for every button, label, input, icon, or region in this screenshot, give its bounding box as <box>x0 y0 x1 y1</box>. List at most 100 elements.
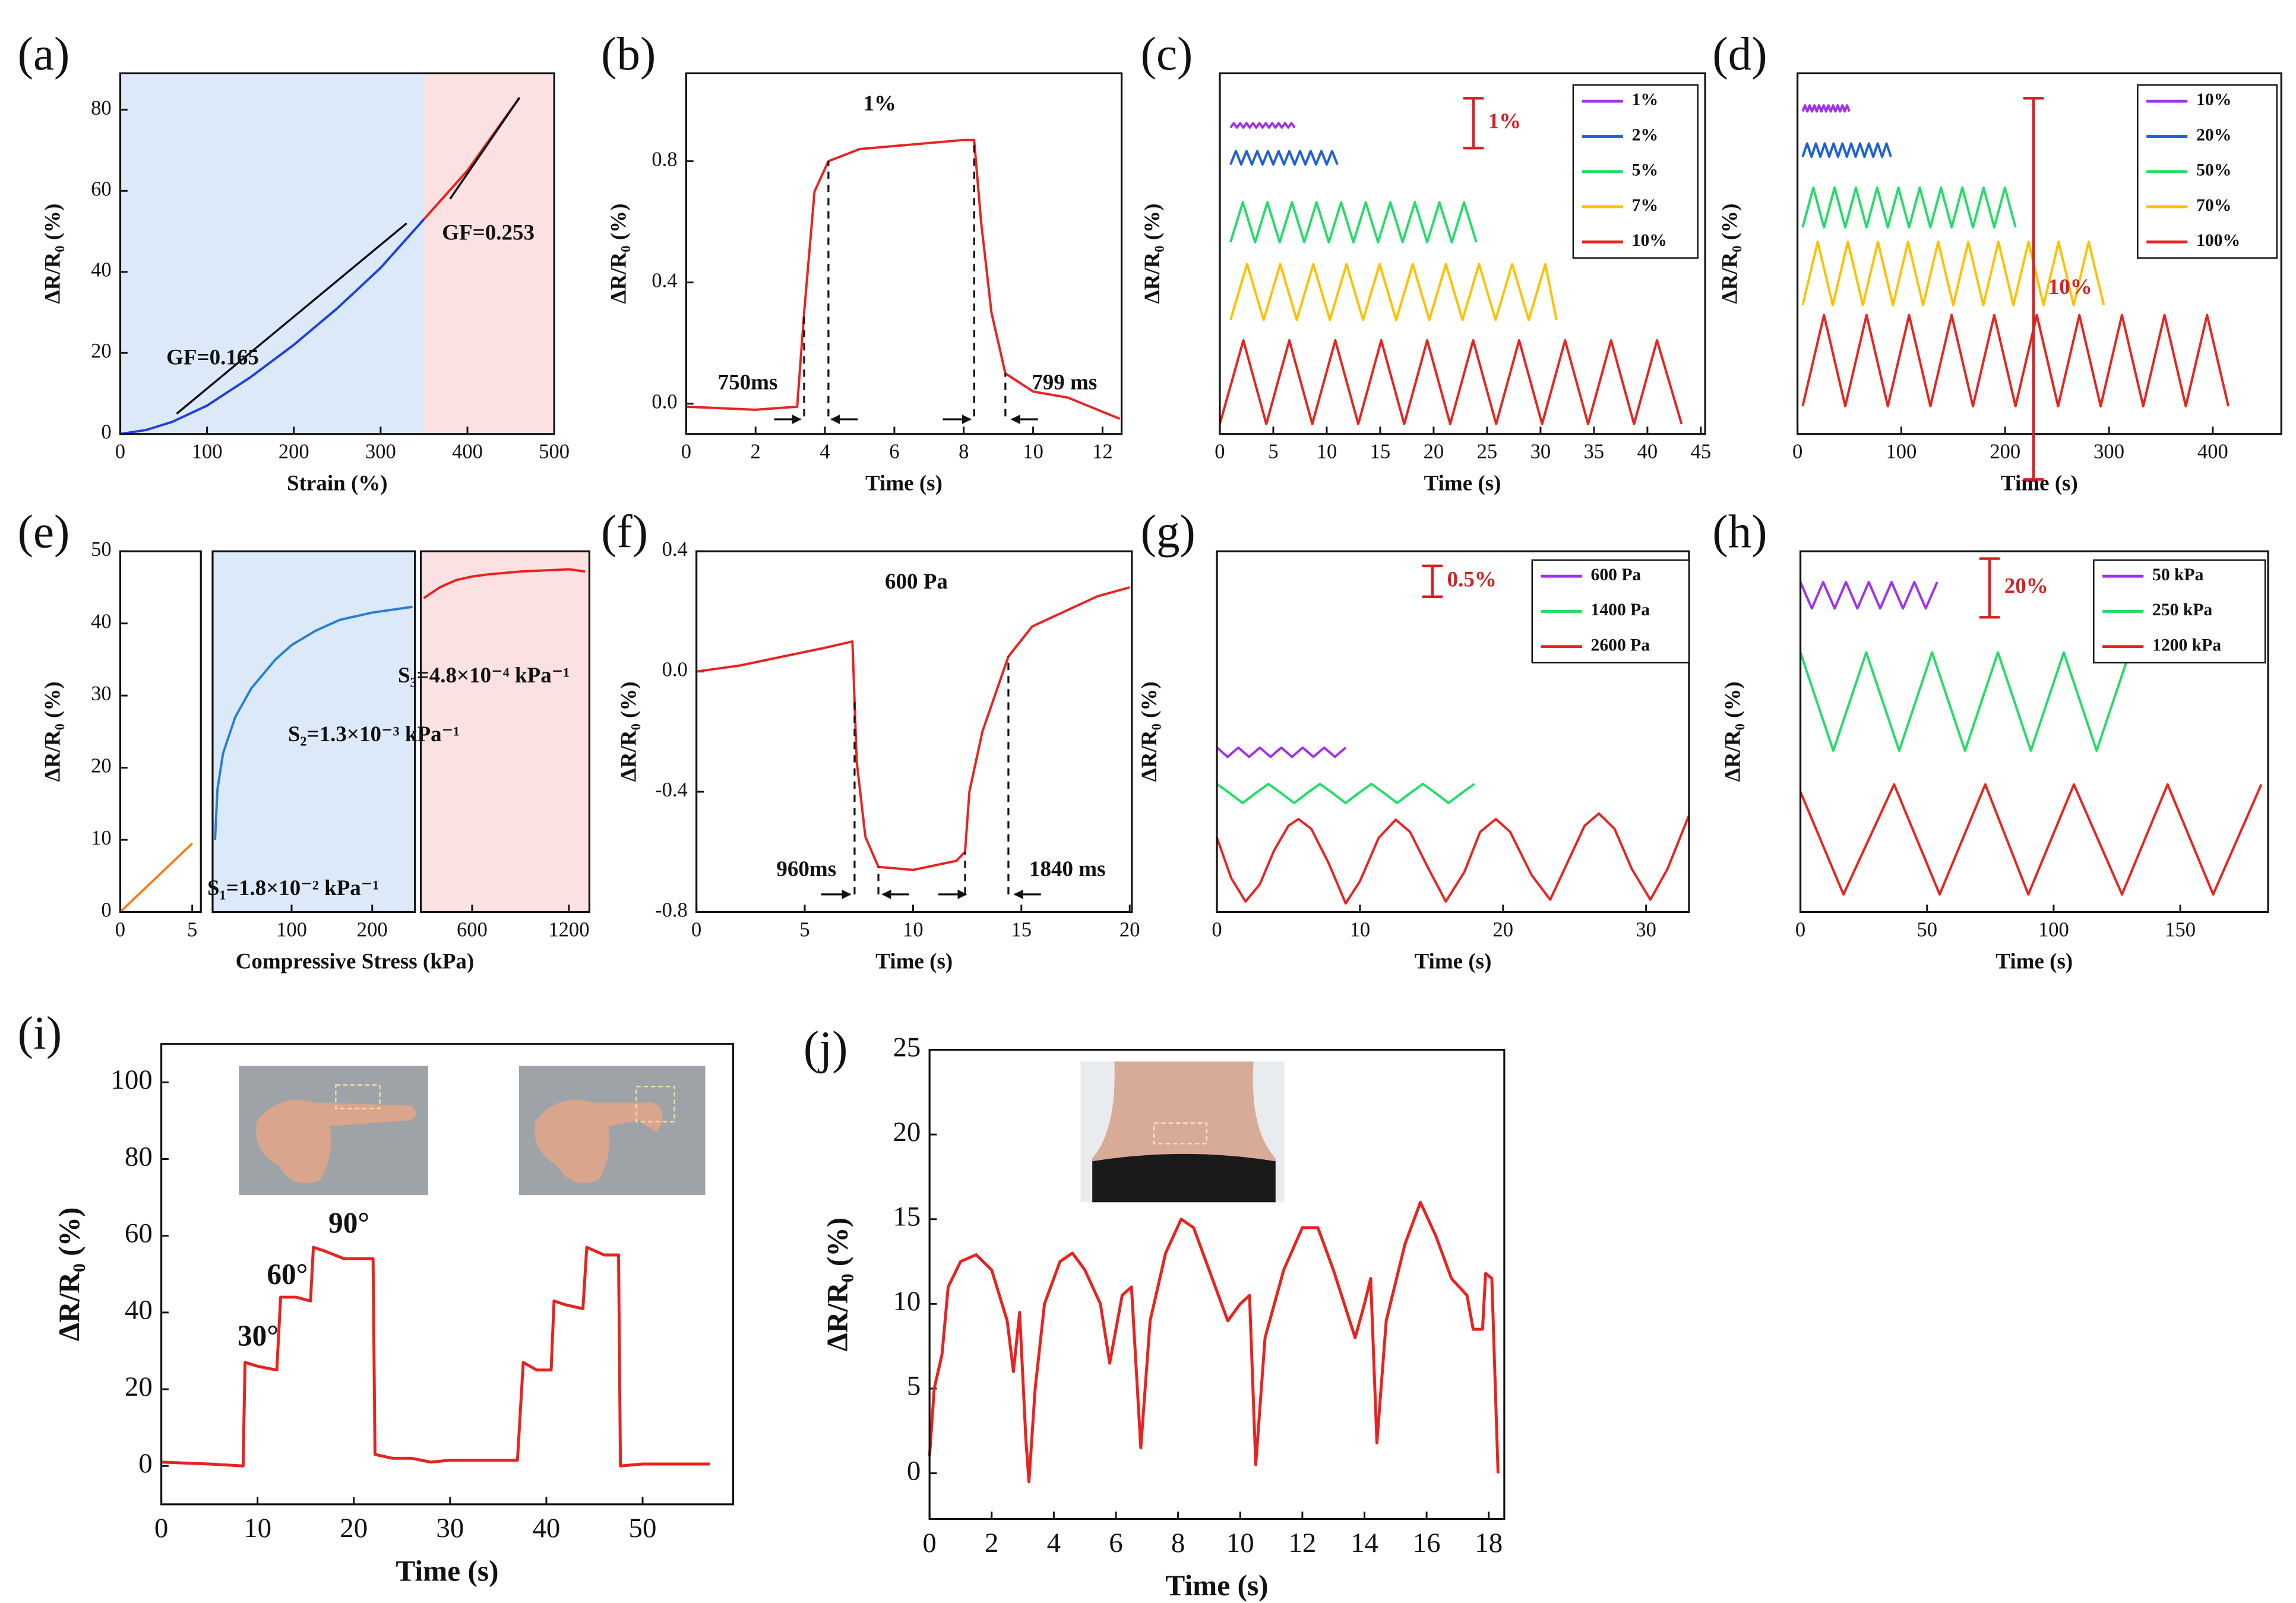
legend-label: 1% <box>1632 90 1658 109</box>
y-tick-label: 5 <box>907 1371 921 1402</box>
x-tick-label: 10 <box>903 918 924 941</box>
x-tick-label: 30 <box>436 1513 464 1544</box>
y-tick-label: 0 <box>101 421 111 444</box>
annotation: 799 ms <box>1032 370 1097 394</box>
photo-finger-bent <box>518 1065 706 1195</box>
panel: 0 10 20 30 (g) Time (s) ΔR/R₀ (%) 600 Pa 1400 Pa… <box>1137 507 1690 973</box>
x-tick-label: 16 <box>1413 1528 1441 1558</box>
y-tick-label: 60 <box>91 178 112 200</box>
axes-frame <box>928 1048 1506 1520</box>
data-line <box>928 1200 1500 1484</box>
panel-label: (e) <box>18 507 70 558</box>
x-tick-label: 14 <box>1351 1528 1378 1558</box>
y-tick-label: -0.4 <box>655 779 688 801</box>
x-tick-label: 1200 <box>548 918 589 941</box>
panel: 0 100 200 300 400 (d) Time (s) ΔR/R₀ (%) 10% 20% 5… <box>1712 29 2282 496</box>
annotation: GF=0.165 <box>166 345 259 369</box>
panel: 0 5 10 15 20 25 30 35 40 45 (c) Time (s) ΔR/R₀ (%) 1%… <box>1140 29 1711 496</box>
x-tick-label: 100 <box>192 440 223 463</box>
scale-bar <box>2023 97 2044 481</box>
x-tick-label: 500 <box>539 440 570 463</box>
hand <box>255 1099 417 1184</box>
y-axis-label: ΔR/R₀ (%) <box>606 204 631 304</box>
x-tick-label: 30 <box>1636 918 1656 941</box>
hand <box>535 1099 663 1184</box>
legend-label: 1400 Pa <box>1591 600 1650 619</box>
axes-frame <box>1797 72 2282 435</box>
x-tick-label: 20 <box>1119 918 1140 941</box>
scale-bar <box>1463 97 1484 150</box>
axes-frame <box>1219 72 1706 435</box>
data-line <box>1799 651 2131 752</box>
axes-frame <box>1216 550 1690 913</box>
axes-frame <box>119 550 202 913</box>
y-tick-label: 80 <box>91 97 112 119</box>
panel-label: (c) <box>1141 29 1193 80</box>
axes-frame <box>685 72 1123 435</box>
x-tick-label: 600 <box>457 918 488 941</box>
legend-label: 10% <box>2196 90 2231 109</box>
data-line <box>1216 782 1475 805</box>
fit-line <box>449 97 521 200</box>
x-tick-label: 2 <box>985 1528 998 1558</box>
y-axis-label: ΔR/R₀ (%) <box>617 681 641 782</box>
annotation: GF=0.253 <box>442 220 535 245</box>
y-tick-label: 0 <box>101 899 111 921</box>
annotation: 960ms <box>776 857 836 881</box>
annotation: 600 Pa <box>885 570 948 594</box>
legend-label: 7% <box>1632 196 1658 215</box>
y-tick-label: 80 <box>125 1141 153 1172</box>
axes-frame <box>119 72 555 435</box>
y-tick-label: 20 <box>91 340 112 362</box>
scale-bar <box>1979 557 2000 619</box>
data-line <box>1229 263 1558 321</box>
sensor-box <box>335 1084 381 1109</box>
y-tick-label: 0.4 <box>652 269 677 292</box>
legend-label: 20% <box>2196 125 2231 144</box>
legend-label: 2600 Pa <box>1591 635 1650 655</box>
y-tick-label: 15 <box>893 1202 921 1232</box>
x-tick-label: 6 <box>1109 1528 1122 1558</box>
y-tick-label: 60 <box>125 1218 153 1248</box>
y-tick-label: 0 <box>138 1448 152 1479</box>
panel: 0 20 40 60 80 0 100 200 300 400 500 (a) Strain (%) ΔR… <box>18 29 570 496</box>
annotation: 30° <box>238 1319 279 1352</box>
panel-label: (g) <box>1141 507 1196 558</box>
annotation: 90° <box>328 1206 369 1239</box>
x-tick-label: 400 <box>452 440 483 463</box>
x-tick-label: 0 <box>1792 440 1802 463</box>
data-line <box>686 138 1121 420</box>
x-axis-label: Strain (%) <box>287 472 388 496</box>
x-tick-label: 0 <box>1215 440 1225 463</box>
y-tick-label: 40 <box>125 1295 153 1326</box>
panel: 0 50 100 150 (h) Time (s) ΔR/R₀ (%) 50 kPa 250 k… <box>1712 507 2269 973</box>
x-tick-label: 40 <box>1637 440 1658 463</box>
scale-bar-label: 20% <box>2004 574 2048 598</box>
arrows <box>774 415 1041 899</box>
y-tick-label: 10 <box>893 1286 921 1317</box>
x-tick-label: 6 <box>889 440 899 463</box>
y-tick-label: 0.8 <box>652 148 677 170</box>
x-tick-label: 300 <box>2093 440 2124 463</box>
region <box>423 73 555 434</box>
y-tick-label: 0 <box>907 1455 921 1486</box>
x-tick-label: 30 <box>1530 440 1551 463</box>
annotation: S₃=4.8×10⁻⁴ kPa⁻¹ <box>398 663 570 688</box>
y-axis-label: ΔR/R₀ (%) <box>821 1218 853 1351</box>
y-axis-label: ΔR/R₀ (%) <box>40 681 65 782</box>
legend-label: 70% <box>2196 196 2231 215</box>
x-tick-label: 4 <box>820 440 830 463</box>
legend-label: 50 kPa <box>2152 565 2204 584</box>
x-axis-label: Time (s) <box>865 472 943 496</box>
x-tick-label: 20 <box>340 1513 368 1544</box>
region <box>120 73 424 434</box>
annotation: 1840 ms <box>1029 857 1106 881</box>
y-tick-label: 40 <box>91 611 112 633</box>
legend-label: 2% <box>1632 125 1658 144</box>
data-line <box>1229 201 1478 244</box>
x-tick-label: 400 <box>2197 440 2228 463</box>
legend-label: 600 Pa <box>1591 565 1642 584</box>
panel-label: (a) <box>18 29 70 80</box>
